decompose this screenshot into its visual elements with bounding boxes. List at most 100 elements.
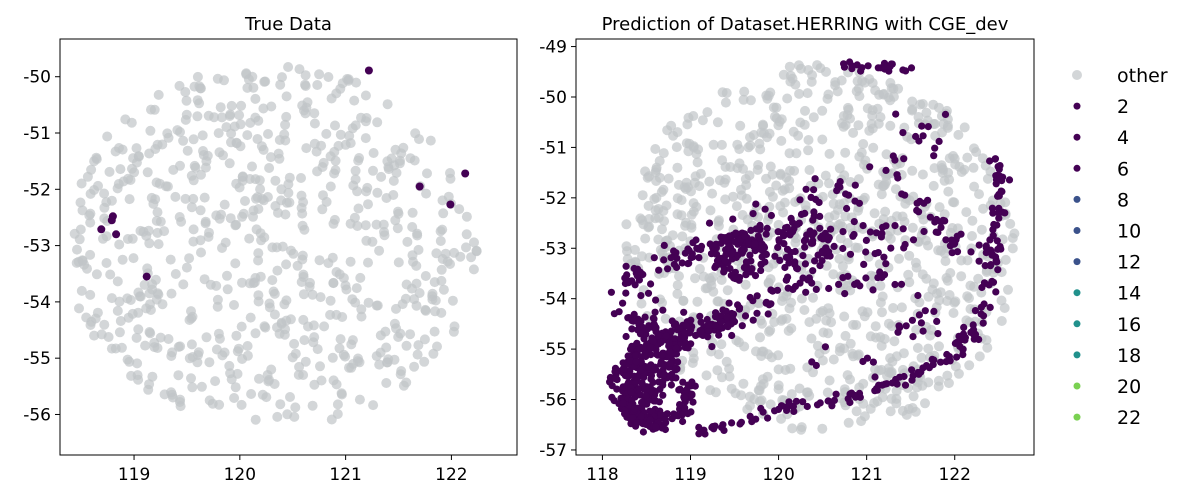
point-other xyxy=(315,292,326,303)
panel-true-data: True Data 119 120 121 122 -56-55-54-53-52-5… xyxy=(23,14,518,485)
point-predicted xyxy=(796,279,804,287)
point-other xyxy=(1000,254,1011,265)
point-other xyxy=(971,147,982,157)
point-other xyxy=(858,398,869,409)
point-other xyxy=(658,148,669,159)
point-other xyxy=(257,389,268,400)
point-other xyxy=(710,387,721,398)
point-other xyxy=(275,399,286,410)
point-predicted xyxy=(869,286,877,294)
point-predicted xyxy=(934,330,942,338)
point-other xyxy=(289,338,300,349)
point-predicted xyxy=(774,243,782,251)
point-other xyxy=(372,117,383,128)
point-other xyxy=(318,157,329,168)
point-other xyxy=(248,82,259,93)
point-other xyxy=(838,121,849,132)
point-other xyxy=(325,151,336,162)
point-predicted xyxy=(619,359,627,367)
legend-label-4: 4 xyxy=(1117,127,1129,149)
point-other xyxy=(192,95,203,106)
point-predicted xyxy=(622,262,630,270)
point-predicted xyxy=(740,264,749,272)
point-other xyxy=(264,374,274,385)
point-other xyxy=(356,112,366,123)
point-predicted xyxy=(807,239,815,247)
point-predicted xyxy=(749,210,757,218)
point-other xyxy=(163,334,174,344)
point-other xyxy=(999,303,1010,313)
point-predicted xyxy=(808,358,816,366)
point-other xyxy=(702,107,713,118)
point-predicted xyxy=(992,288,1000,296)
point-predicted xyxy=(639,428,648,436)
point-predicted xyxy=(728,419,736,427)
point-predicted xyxy=(728,331,736,340)
point-predicted xyxy=(725,299,733,307)
point-predicted xyxy=(761,205,769,213)
point-other xyxy=(409,361,420,372)
point-predicted xyxy=(979,312,988,320)
point-other xyxy=(764,186,775,197)
point-other xyxy=(868,142,879,153)
point-other xyxy=(114,327,125,338)
y-tick-label: -53 xyxy=(23,237,51,257)
point-other xyxy=(381,378,392,388)
point-other xyxy=(908,391,919,402)
point-predicted xyxy=(791,258,799,266)
point-other xyxy=(187,382,198,393)
point-other xyxy=(225,109,236,120)
point-other xyxy=(314,69,325,80)
point-other xyxy=(843,104,854,115)
point-predicted xyxy=(778,402,786,410)
point-other xyxy=(412,349,423,360)
point-other xyxy=(773,350,784,361)
point-other xyxy=(870,321,881,332)
point-predicted xyxy=(982,249,990,257)
point-other xyxy=(260,76,271,87)
point-other xyxy=(86,316,97,327)
point-predicted xyxy=(864,62,872,70)
point-other xyxy=(859,411,870,422)
point-predicted xyxy=(680,328,689,336)
point-predicted xyxy=(671,412,679,420)
point-predicted xyxy=(780,240,788,248)
point-predicted xyxy=(989,209,997,217)
legend-label-14: 14 xyxy=(1117,283,1141,305)
point-predicted xyxy=(825,284,833,293)
point-other xyxy=(153,239,164,250)
point-class-2 xyxy=(461,169,470,178)
point-predicted xyxy=(908,376,916,384)
point-other xyxy=(915,99,926,110)
point-other xyxy=(712,117,723,128)
point-predicted xyxy=(622,289,630,297)
point-predicted xyxy=(644,289,653,297)
point-other xyxy=(287,352,298,363)
point-predicted xyxy=(909,333,917,341)
point-other xyxy=(803,145,814,156)
point-other xyxy=(694,181,705,192)
point-other xyxy=(691,201,702,212)
point-predicted xyxy=(741,312,750,320)
point-other xyxy=(329,214,340,225)
point-other xyxy=(254,175,265,186)
point-other xyxy=(274,135,285,145)
point-other xyxy=(981,335,992,346)
point-other xyxy=(720,97,731,108)
point-other xyxy=(91,269,102,280)
point-predicted xyxy=(804,276,812,284)
point-predicted xyxy=(761,258,769,266)
point-predicted xyxy=(667,381,676,389)
legend-marker-8 xyxy=(1073,195,1081,203)
point-other xyxy=(921,107,932,118)
point-predicted xyxy=(967,248,975,256)
point-other xyxy=(210,376,221,387)
point-other xyxy=(216,112,227,123)
point-predicted xyxy=(959,345,967,353)
point-other xyxy=(270,175,281,186)
point-other xyxy=(355,272,366,283)
point-other xyxy=(283,62,294,72)
point-predicted xyxy=(866,228,875,236)
point-other xyxy=(112,305,123,316)
point-other xyxy=(150,274,161,285)
